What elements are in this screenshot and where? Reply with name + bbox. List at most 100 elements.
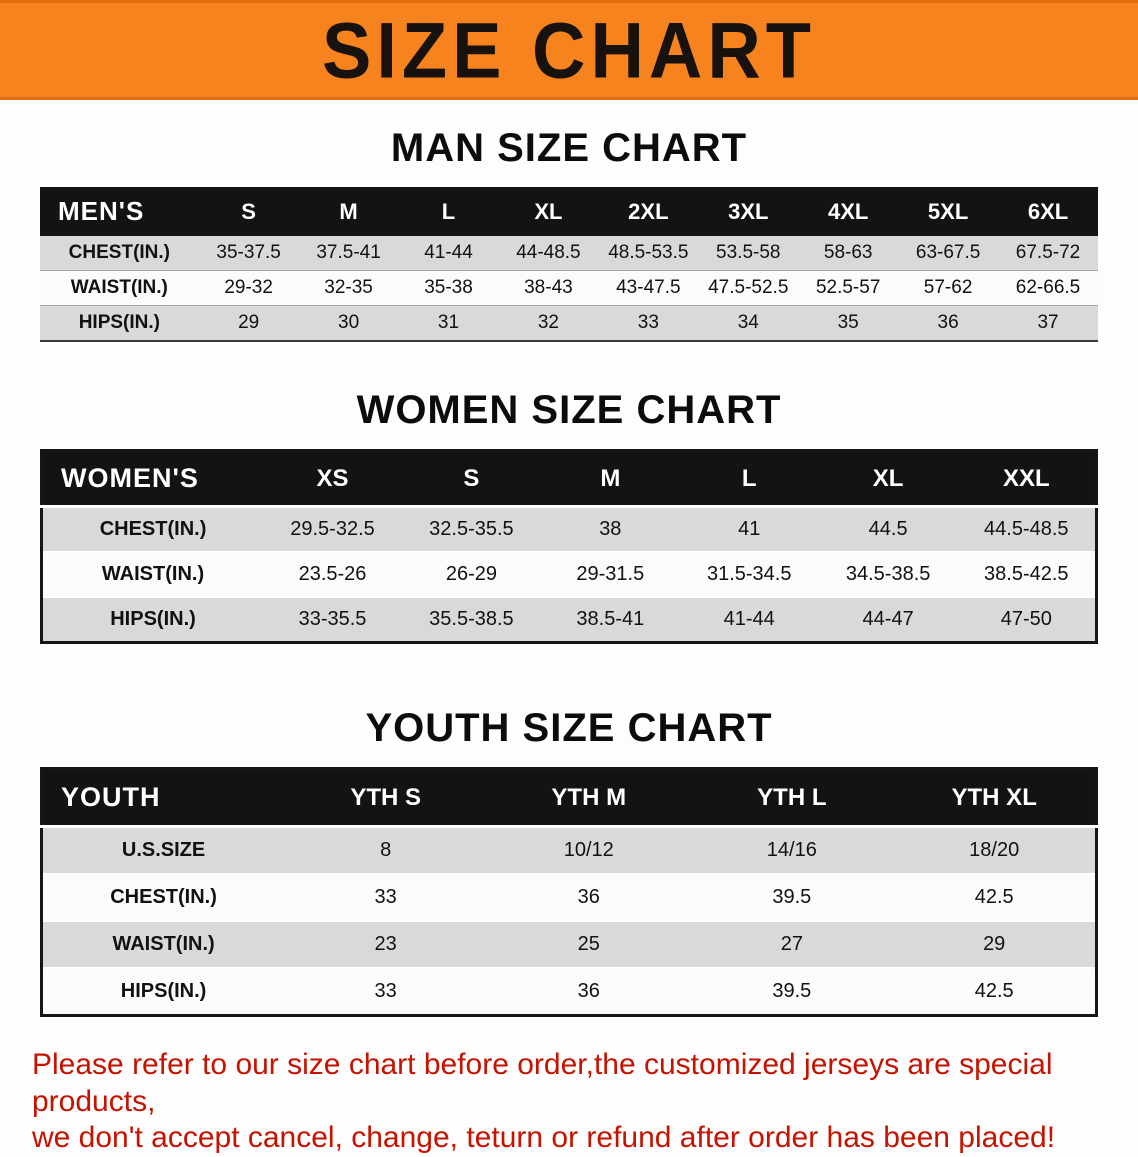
measurement-value-cell: 44.5-48.5: [984, 518, 1069, 540]
measurement-value-cell: 32-35: [324, 277, 373, 298]
men-section-heading: MAN SIZE CHART: [390, 126, 748, 170]
measurement-value-cell: 67.5-72: [1015, 242, 1081, 263]
measurement-row: CHEST(IN.) 29.5-32.5 32.5-35.5 38 41 44.5 44.5…: [41, 506, 1097, 552]
size-header-cell: YTH L: [690, 768, 894, 828]
measurement-value-cell: 29-32: [224, 277, 273, 298]
measurement-value-cell: 31.5-34.5: [706, 563, 792, 585]
measurement-value-cell: 29: [983, 933, 1006, 955]
size-header-cell: 3XL: [698, 187, 799, 236]
youth-size-table: YOUTH YTH S YTH M YTH L YTH XL U.S.SIZE 8 10/12…: [40, 767, 1098, 1017]
measurement-value-cell: 26-29: [445, 563, 497, 585]
measurement-value-cell: 34: [737, 312, 759, 333]
measurement-value-cell: 38.5-42.5: [984, 563, 1069, 585]
measurement-value-cell: 57-62: [923, 277, 973, 298]
size-header-cell: L: [679, 450, 819, 508]
measurement-value-cell: 62-66.5: [1015, 277, 1081, 298]
measurement-value-cell: 44.5: [868, 518, 908, 540]
measurement-value-cell: 30: [338, 312, 360, 333]
size-header-row: YOUTH YTH S YTH M YTH L YTH XL: [41, 768, 1097, 828]
measurement-row: CHEST(IN.) 35-37.5 37.5-41 41-44 44-48.5 48.5…: [40, 236, 1098, 271]
measurement-value-cell: 23.5-26: [298, 563, 367, 585]
measurement-value-cell: 52.5-57: [815, 277, 881, 298]
table-title-cell: MEN'S: [40, 187, 199, 236]
row-label-cell: CHEST(IN.): [68, 242, 170, 263]
row-label-cell: U.S.SIZE: [121, 839, 206, 861]
size-header-cell: M: [298, 187, 399, 236]
measurement-value-cell: 41-44: [723, 608, 775, 630]
disclaimer-line-1: Please refer to our size chart before or…: [32, 1048, 1053, 1118]
measurement-value-cell: 31: [437, 312, 460, 333]
row-label-cell: WAIST(IN.): [112, 933, 215, 955]
row-label-cell: CHEST(IN.): [110, 886, 217, 908]
measurement-value-cell: 48.5-53.5: [608, 242, 689, 263]
table-title-cell: YOUTH: [41, 768, 285, 828]
measurement-value-cell: 63-67.5: [915, 242, 981, 263]
youth-size-section: YOUTH SIZE CHART YOUTH YTH S YTH M YTH L YTH…: [0, 706, 1138, 1017]
measurement-value-cell: 33: [374, 886, 397, 908]
measurement-value-cell: 34.5-38.5: [845, 563, 931, 585]
size-header-row: MEN'S S M L XL 2XL 3XL 4XL 5XL 6XL: [40, 187, 1098, 236]
measurement-value-cell: 35.5-38.5: [429, 608, 514, 630]
measurement-row: HIPS(IN.) 33-35.5 35.5-38.5 38.5-41 41-44 44-…: [41, 597, 1097, 643]
measurement-value-cell: 58-63: [823, 242, 873, 263]
size-header-cell: 6XL: [998, 187, 1098, 236]
women-size-section: WOMEN SIZE CHART WOMEN'S XS S M L XL XXL CHEST(…: [0, 388, 1138, 644]
size-header-row: WOMEN'S XS S M L XL XXL: [41, 450, 1097, 508]
measurement-value-cell: 38: [599, 518, 622, 540]
measurement-value-cell: 35: [837, 312, 859, 333]
measurement-value-cell: 25: [577, 933, 600, 955]
measurement-value-cell: 14/16: [766, 839, 817, 861]
women-section-heading: WOMEN SIZE CHART: [356, 388, 782, 432]
disclaimer-line-2: we don't accept cancel, change, teturn o…: [32, 1121, 1056, 1155]
measurement-row: CHEST(IN.) 33 36 39.5 42.5: [41, 874, 1097, 921]
measurement-value-cell: 39.5: [772, 980, 812, 1002]
measurement-value-cell: 32: [537, 312, 559, 333]
measurement-value-cell: 36: [577, 886, 600, 908]
measurement-value-cell: 41: [738, 518, 761, 540]
measurement-value-cell: 44-47: [862, 608, 914, 630]
mens-size-table: MEN'S S M L XL 2XL 3XL 4XL 5XL 6XL CHEST(IN.) 35-37…: [40, 187, 1098, 342]
measurement-value-cell: 27: [780, 933, 803, 955]
measurement-row: WAIST(IN.) 29-32 32-35 35-38 38-43 43-47.5 47.…: [40, 270, 1098, 306]
size-header-cell: XXL: [957, 450, 1097, 508]
size-header-cell: 2XL: [598, 187, 699, 236]
page-title: SIZE CHART: [322, 6, 816, 94]
measurement-value-cell: 47-50: [1000, 608, 1052, 630]
measurement-row: HIPS(IN.) 29 30 31 32 33 34 35 36 37: [40, 305, 1098, 341]
measurement-value-cell: 23: [374, 933, 397, 955]
measurement-value-cell: 42.5: [974, 886, 1014, 908]
measurement-value-cell: 8: [380, 839, 392, 861]
measurement-value-cell: 38.5-41: [576, 608, 645, 630]
measurement-value-cell: 33: [637, 312, 659, 333]
measurement-value-cell: 29.5-32.5: [290, 518, 375, 540]
measurement-value-cell: 32.5-35.5: [429, 518, 514, 540]
measurement-value-cell: 36: [937, 312, 959, 333]
measurement-value-cell: 29: [238, 312, 260, 333]
measurement-row: U.S.SIZE 8 10/12 14/16 18/20: [41, 826, 1097, 874]
measurement-value-cell: 37: [1037, 312, 1059, 333]
size-header-cell: YTH M: [487, 768, 691, 828]
row-label-cell: HIPS(IN.): [78, 312, 160, 333]
size-header-cell: XL: [498, 187, 599, 236]
order-disclaimer: Please refer to our size chart before or…: [32, 1047, 1106, 1157]
measurement-value-cell: 33: [374, 980, 397, 1002]
measurement-value-cell: 35-37.5: [216, 242, 281, 263]
measurement-value-cell: 42.5: [974, 980, 1014, 1002]
row-label-cell: HIPS(IN.): [120, 980, 207, 1002]
youth-section-heading: YOUTH SIZE CHART: [365, 706, 773, 750]
size-chart-banner: SIZE CHART: [0, 0, 1138, 100]
size-header-cell: XL: [818, 450, 958, 508]
measurement-value-cell: 36: [577, 980, 600, 1002]
men-size-section: MAN SIZE CHART MEN'S S M L XL 2XL 3XL 4XL 5XL 6XL…: [0, 126, 1138, 342]
measurement-value-cell: 37.5-41: [316, 242, 381, 263]
measurement-row: HIPS(IN.) 33 36 39.5 42.5: [41, 968, 1097, 1016]
size-header-cell: L: [398, 187, 499, 236]
womens-size-table: WOMEN'S XS S M L XL XXL CHEST(IN.) 29.5-32.5 32.5…: [40, 449, 1098, 644]
measurement-value-cell: 43-47.5: [616, 277, 681, 298]
size-header-cell: S: [198, 187, 299, 236]
measurement-row: WAIST(IN.) 23 25 27 29: [41, 921, 1097, 968]
size-header-cell: XS: [263, 450, 402, 508]
size-header-cell: 4XL: [798, 187, 899, 236]
measurement-value-cell: 44-48.5: [516, 242, 581, 263]
